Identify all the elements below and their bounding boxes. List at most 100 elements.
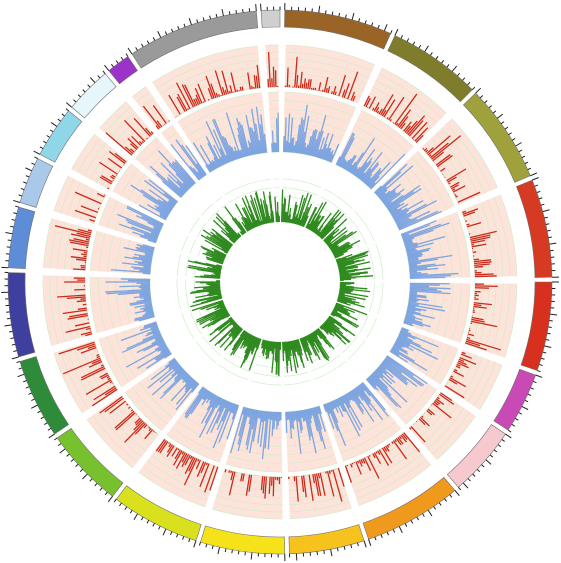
track-2-histogram-18 <box>130 179 178 221</box>
track-2-histogram-13 <box>147 357 200 411</box>
track-1-histogram-15 <box>57 277 93 337</box>
chromosome-segment-17 <box>19 158 54 208</box>
track-1-background-15 <box>42 275 93 346</box>
track-3-histogram-12 <box>230 330 262 371</box>
track-3-histogram-3 <box>305 201 345 240</box>
track-1-background-17 <box>53 175 106 224</box>
track-1-background-5 <box>461 194 517 278</box>
track-2-histogram-15 <box>105 278 155 322</box>
track-1-histogram-6 <box>465 283 502 351</box>
track-1-histogram-11 <box>224 469 283 499</box>
chromosome-segment-13 <box>56 427 124 497</box>
track-3-histogram-20 <box>224 206 247 236</box>
tick-marks-segment-14 <box>16 361 55 439</box>
track-3-histogram-1 <box>274 196 280 223</box>
track-3-histogram-15 <box>189 280 223 308</box>
tick-marks-segment-7 <box>507 374 543 433</box>
track-1-grid-15 <box>42 275 93 346</box>
chromosome-segment-15 <box>7 272 36 358</box>
track-1-grid-11 <box>212 468 283 520</box>
data-tracks <box>42 44 518 520</box>
tick-marks-segment-20 <box>104 53 129 71</box>
chromosome-segment-12 <box>115 485 202 542</box>
tick-marks-segment-11 <box>198 541 286 561</box>
track-1-histogram-2 <box>284 56 359 103</box>
track-2-histogram-1 <box>271 112 280 153</box>
track-1-histogram-4 <box>421 135 481 205</box>
track-1-histogram-12 <box>155 438 219 493</box>
tick-marks-segment-13 <box>54 437 113 503</box>
track-2-histogram-19 <box>149 150 196 198</box>
chromosome-segment-9 <box>362 476 456 540</box>
tick-marks-segment-17 <box>13 156 38 203</box>
track-2-grid-15 <box>89 276 156 334</box>
track-1-histogram-17 <box>74 191 106 224</box>
track-3-histogram-9 <box>299 327 335 364</box>
track-2-histogram-11 <box>229 406 282 460</box>
track-1-grid-8 <box>408 391 476 461</box>
chromosome-segment-1 <box>260 9 281 28</box>
track-2-histogram-7 <box>389 327 439 371</box>
track-1-histogram-3 <box>363 93 429 143</box>
tick-marks-segment-8 <box>458 433 512 491</box>
chromosome-segment-18 <box>39 110 83 163</box>
track-1-background-6 <box>464 283 517 358</box>
chromosome-segment-6 <box>520 281 553 371</box>
tick-marks-segment-9 <box>368 490 460 546</box>
chromosome-segment-7 <box>493 368 536 431</box>
chromosome-segment-3 <box>387 35 473 103</box>
tick-marks-segment-1 <box>260 3 281 11</box>
track-3-histogram-17 <box>200 245 227 265</box>
track-1-histogram-7 <box>444 351 477 399</box>
track-2-histogram-4 <box>374 163 442 231</box>
track-1-grid-16 <box>43 218 93 271</box>
track-2-histogram-16 <box>110 244 155 275</box>
track-3-histogram-16 <box>187 260 223 279</box>
track-2-histogram-21 <box>192 106 268 173</box>
track-2-histogram-6 <box>403 282 451 328</box>
track-1-grid-4 <box>420 118 498 205</box>
track-3-histogram-11 <box>260 339 282 377</box>
track-1-histogram-10 <box>288 467 345 502</box>
tick-marks-segment-5 <box>532 177 559 278</box>
tick-marks-segment-10 <box>288 540 367 561</box>
chromosome-segment-21 <box>131 10 259 69</box>
track-2-grid-8 <box>365 355 438 425</box>
chromosome-segment-2 <box>284 9 392 50</box>
track-2-histogram-17 <box>117 205 164 244</box>
track-3-histogram-14 <box>191 299 231 329</box>
track-1-grid-19 <box>99 101 154 156</box>
tick-marks-segment-18 <box>33 108 69 155</box>
track-2-histogram-14 <box>120 321 172 369</box>
track-1-grid-2 <box>284 44 376 104</box>
tick-marks-segment-16 <box>1 205 19 269</box>
track-2-histogram-2 <box>282 104 340 163</box>
track-1-grid-1 <box>265 44 279 88</box>
track-3-background-13 <box>196 316 243 363</box>
track-1-histogram-13 <box>99 396 158 443</box>
track-3-histogram-13 <box>209 316 244 351</box>
chromosome-segment-10 <box>288 524 365 555</box>
track-2-histogram-5 <box>400 220 459 280</box>
track-1-grid-13 <box>86 394 160 469</box>
track-1-histogram-21 <box>168 64 261 118</box>
chromosome-segment-16 <box>8 206 36 269</box>
track-2-histogram-10 <box>285 405 326 454</box>
track-3-histogram-7 <box>330 302 368 329</box>
tick-marks-segment-3 <box>394 28 476 91</box>
track-3-histogram-2 <box>281 189 313 228</box>
track-1-background-11 <box>212 468 283 520</box>
track-3-histogram-5 <box>335 250 374 281</box>
track-1-background-13 <box>86 394 159 468</box>
track-3-histogram-6 <box>336 281 371 308</box>
chromosome-segment-5 <box>516 179 553 278</box>
chromosome-ideogram <box>7 9 553 555</box>
chromosome-segment-8 <box>446 424 506 488</box>
track-3-histogram-21 <box>234 191 275 232</box>
track-1-histogram-9 <box>344 432 421 483</box>
tick-marks-segment-19 <box>65 70 106 108</box>
track-1-grid-20 <box>131 86 171 130</box>
tick-marks-segment-15 <box>1 271 19 360</box>
track-1-grid-10 <box>288 467 352 520</box>
